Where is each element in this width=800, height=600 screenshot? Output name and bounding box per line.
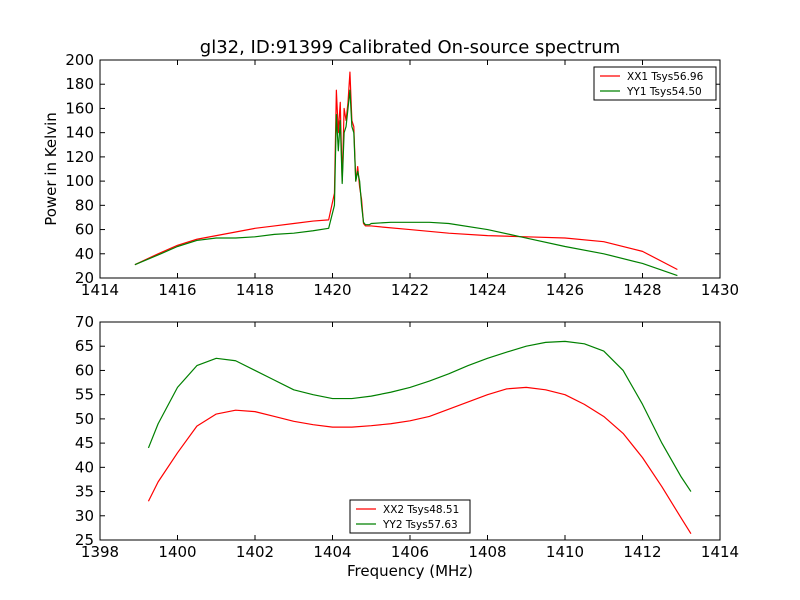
chart-2: 1398 1400 1402 1404 1406 1408 1410 1412 1414 25 30…	[75, 313, 739, 580]
y-tick-label: 40	[75, 458, 94, 476]
y-tick-label: 35	[75, 483, 94, 501]
y-tick-label: 40	[75, 245, 94, 263]
y-tick-label: 200	[65, 51, 94, 69]
legend-box	[349, 499, 471, 534]
legend: XX1 Tsys56.96 YY1 Tsys54.50	[593, 66, 717, 101]
x-tick-label: 1426	[546, 281, 584, 299]
chart-title: gl32, ID:91399 Calibrated On-source spec…	[200, 37, 620, 58]
x-tick-label: 1400	[158, 543, 196, 561]
y-tick-label: 80	[75, 196, 94, 214]
legend-box	[593, 66, 717, 101]
x-tick-label: 1402	[236, 543, 274, 561]
series-line-1	[147, 386, 692, 535]
x-tick-label: 1410	[546, 543, 584, 561]
x-axis-label: Frequency (MHz)	[347, 562, 473, 580]
series-line-2	[134, 89, 678, 277]
y-axis-label: Power in Kelvin	[42, 112, 60, 226]
x-tick-label: 1430	[701, 281, 739, 299]
x-tick-label: 1408	[468, 543, 506, 561]
series-line-1	[134, 71, 678, 271]
x-tick-label: 1420	[313, 281, 351, 299]
x-tick-label: 1416	[158, 281, 196, 299]
legend-label-1: XX1 Tsys56.96	[627, 71, 704, 83]
y-tick-label: 100	[65, 172, 94, 190]
y-tick-label: 180	[65, 75, 94, 93]
legend-label-2: YY2 Tsys57.63	[382, 519, 458, 531]
x-tick-label: 1406	[391, 543, 429, 561]
y-tick-label: 45	[75, 434, 94, 452]
y-tick-label: 50	[75, 410, 94, 428]
x-tick-label: 1398	[81, 543, 119, 561]
y-tick-label: 65	[75, 337, 94, 355]
y-tick-label: 60	[75, 361, 94, 379]
y-tick-label: 120	[65, 148, 94, 166]
x-tick-label: 1404	[313, 543, 351, 561]
x-tick-label: 1422	[391, 281, 429, 299]
x-tick-label: 1412	[623, 543, 661, 561]
y-tick-label: 160	[65, 99, 94, 117]
y-tick-label: 20	[75, 269, 94, 287]
y-tick-label: 25	[75, 531, 94, 549]
x-tick-label: 1424	[468, 281, 506, 299]
legend: XX2 Tsys48.51 YY2 Tsys57.63	[349, 499, 471, 534]
y-tick-label: 30	[75, 507, 94, 525]
x-tick-label: 1418	[236, 281, 274, 299]
x-tick-label: 1428	[623, 281, 661, 299]
y-tick-label: 140	[65, 124, 94, 142]
y-tick-label: 60	[75, 221, 94, 239]
x-tick-label: 1414	[701, 543, 739, 561]
legend-label-2: YY1 Tsys54.50	[626, 86, 702, 98]
chart-1: gl32, ID:91399 Calibrated On-source spec…	[42, 37, 739, 299]
y-tick-label: 70	[75, 313, 94, 331]
legend-label-1: XX2 Tsys48.51	[383, 504, 459, 516]
y-tick-label: 55	[75, 386, 94, 404]
x-tick-label: 1414	[81, 281, 119, 299]
series-line-2	[147, 340, 692, 492]
